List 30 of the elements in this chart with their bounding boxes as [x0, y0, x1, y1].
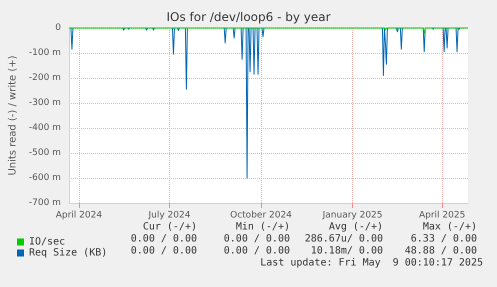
text: 48.88 / 0.00: [404, 246, 477, 256]
y-axis-title: Units read (-) / write (+): [8, 55, 18, 176]
text: 0.00 / 0.00: [224, 234, 290, 244]
x-tick-label: July 2024: [147, 210, 191, 220]
y-tick-label: -500 m: [28, 148, 61, 158]
text: Avg (-/+): [328, 222, 383, 232]
chart-title: IOs for /dev/loop6 - by year: [166, 10, 331, 24]
y-tick-label: -100 m: [28, 48, 61, 58]
legend-label: IO/sec: [29, 236, 66, 248]
text: 0.00 / 0.00: [130, 246, 197, 256]
text: Last update: Fri May 9 00:10:17 2025: [260, 258, 483, 268]
legend-label: Req Size (KB): [29, 248, 108, 258]
text: 6.33 / 0.00: [410, 234, 477, 244]
y-tick-label: 0: [55, 23, 62, 33]
x-tick-label: April 2025: [418, 210, 466, 220]
y-tick-label: -400 m: [28, 123, 61, 133]
text: 0.00 / 0.00: [224, 246, 290, 256]
text: 0.00 / 0.00: [130, 234, 197, 244]
x-tick-label: January 2025: [322, 210, 383, 220]
text: Cur (-/+): [142, 222, 197, 232]
y-tick-label: -700 m: [28, 198, 61, 208]
text: Max (-/+): [422, 222, 477, 232]
y-tick-label: -300 m: [28, 98, 61, 108]
text: Min (-/+): [236, 222, 290, 232]
x-tick-label: April 2024: [56, 210, 102, 220]
y-tick-label: -600 m: [28, 173, 61, 183]
x-tick-label: October 2024: [230, 210, 292, 220]
text: 10.18m/ 0.00: [310, 246, 383, 256]
text: 286.67u/ 0.00: [304, 234, 383, 244]
y-tick-label: -200 m: [28, 73, 61, 83]
